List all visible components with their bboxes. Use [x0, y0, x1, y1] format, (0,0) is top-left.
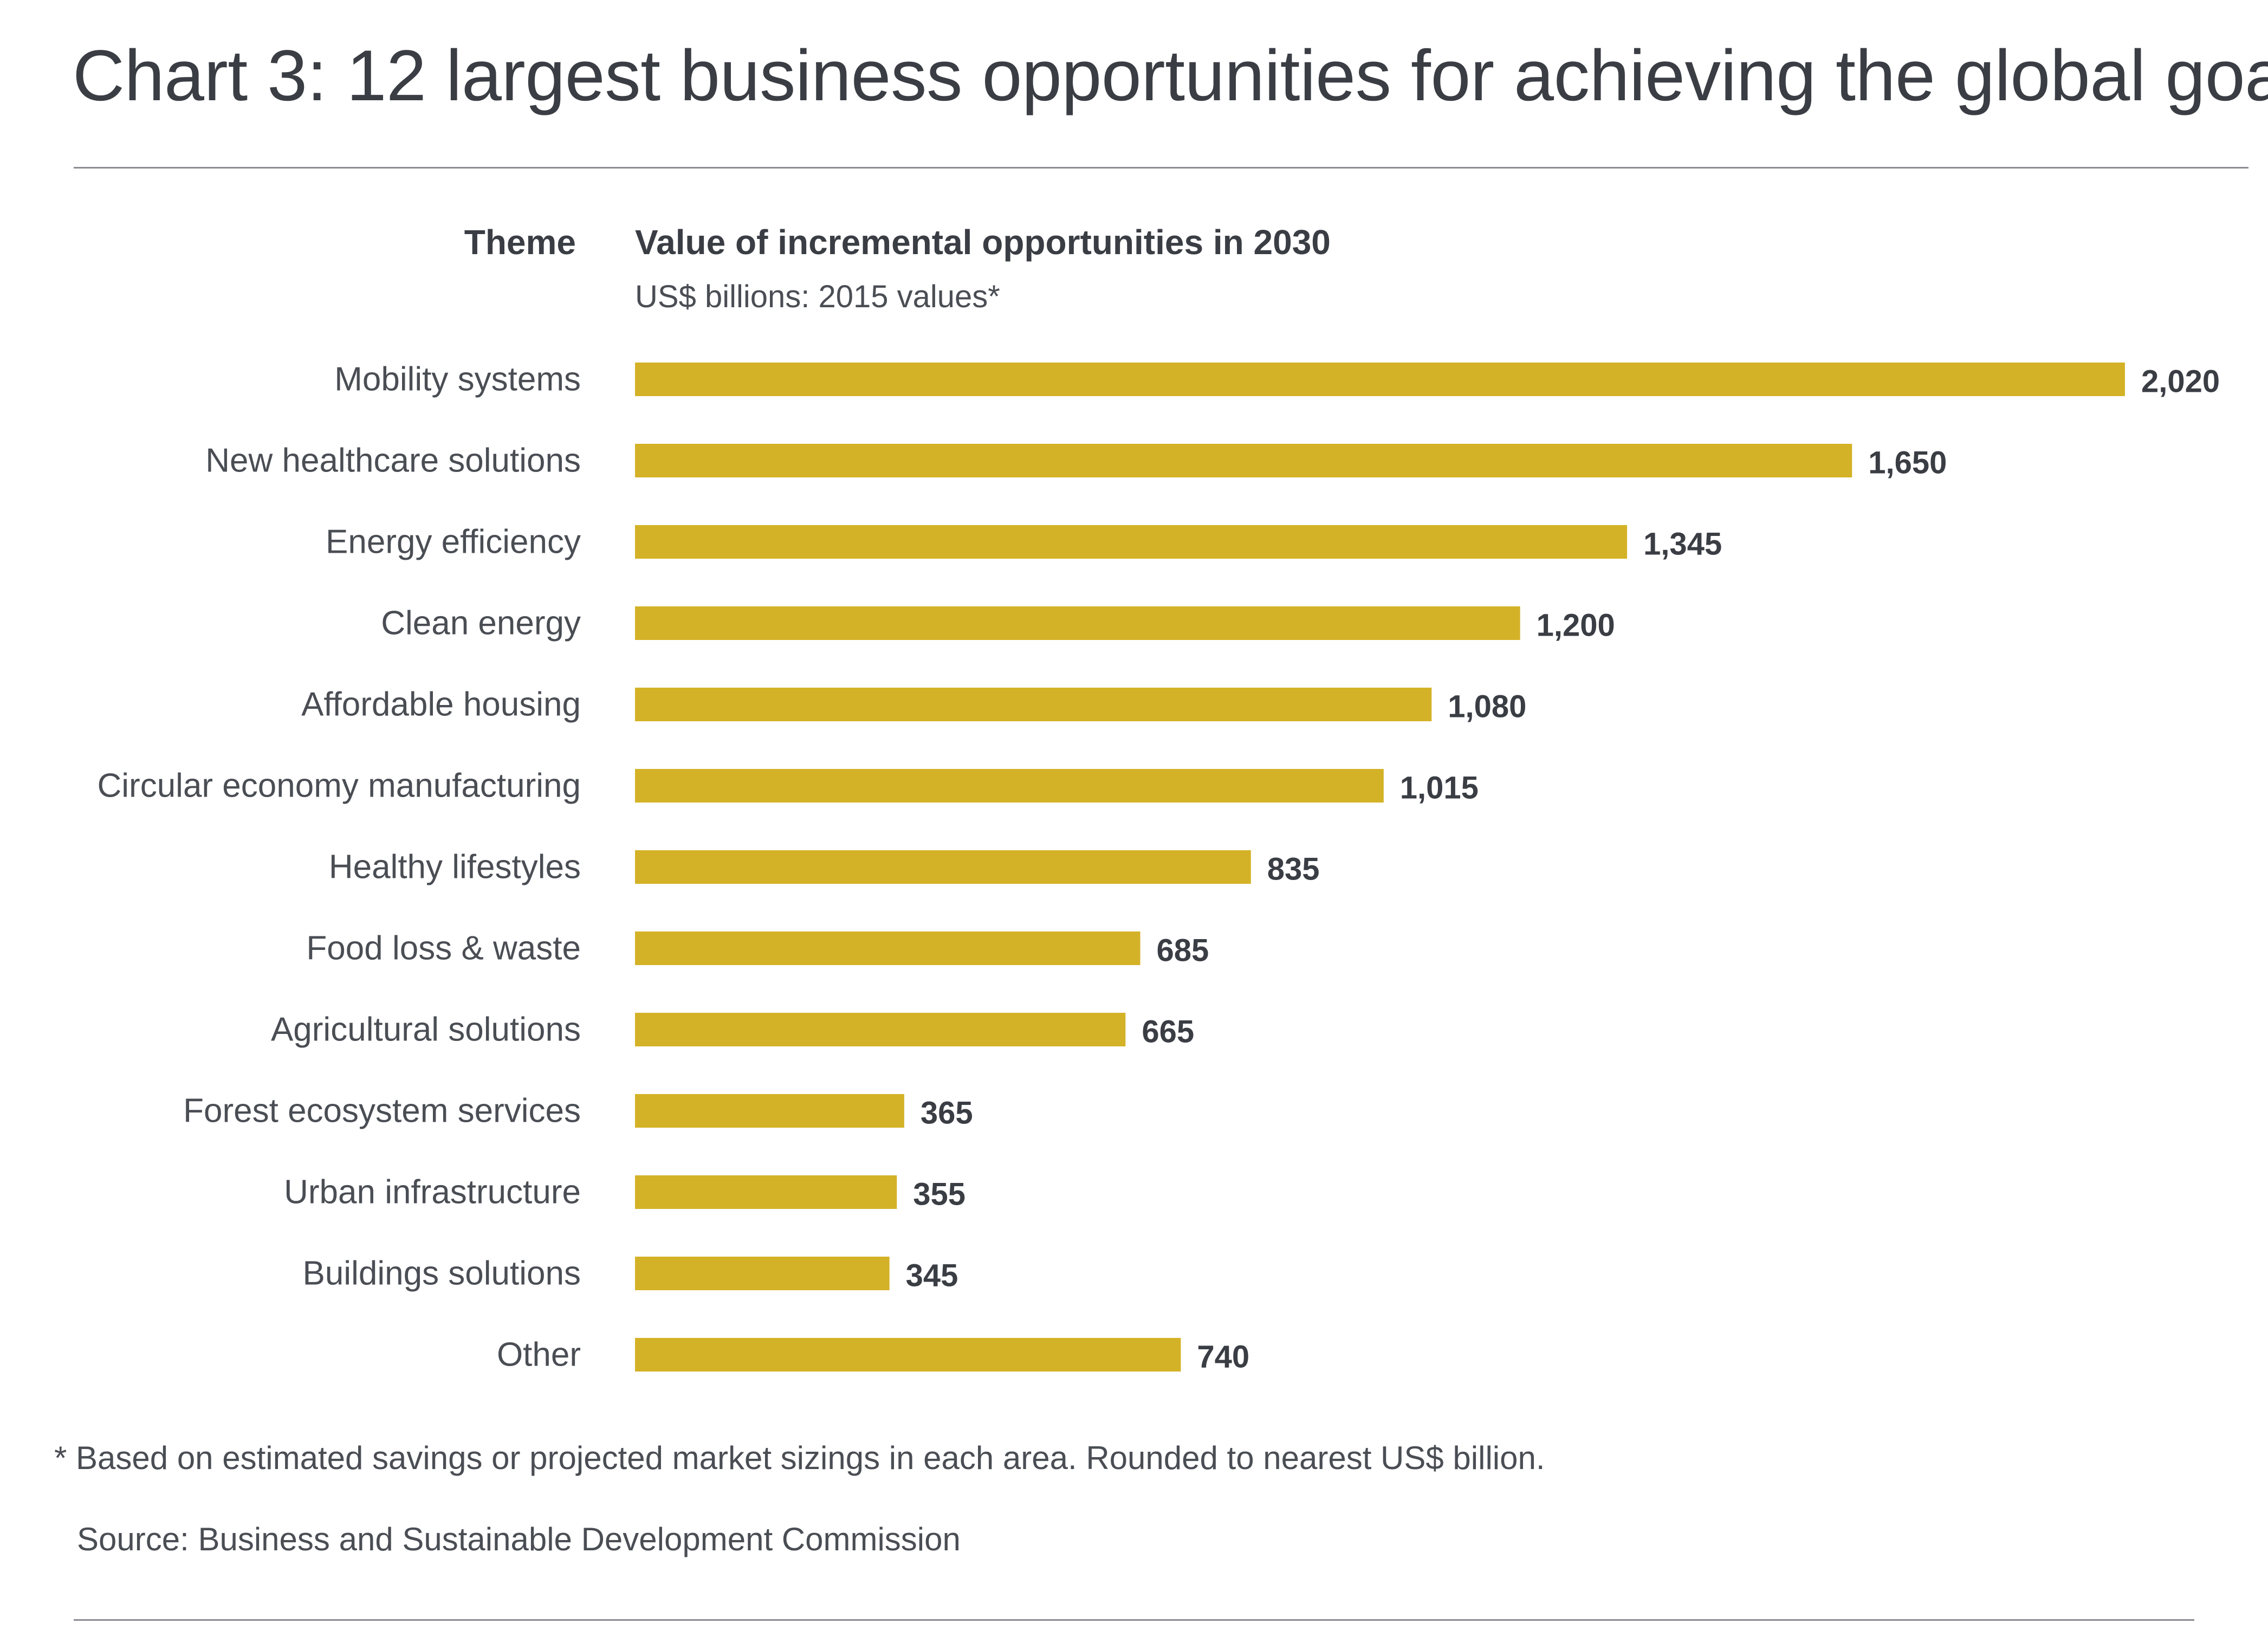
bar-row-energy-efficiency: Energy efficiency 1,345 — [326, 523, 1722, 562]
bar-chart: Mobility systems 2,020 New healthcare solu… — [98, 361, 2220, 1375]
bar-agricultural-solutions — [635, 1013, 1126, 1046]
bar-buildings-solutions — [635, 1257, 890, 1290]
chart-title: Chart 3: 12 largest business opportuniti… — [73, 36, 2268, 116]
top-divider — [74, 167, 2248, 169]
category-label-healthy-lifestyles: Healthy lifestyles — [329, 849, 581, 886]
bar-circular-economy-manufacturing — [635, 769, 1384, 803]
value-label-other: 740 — [1197, 1340, 1249, 1375]
category-label-forest-ecosystem-services: Forest ecosystem services — [183, 1092, 581, 1130]
bar-food-loss-and-waste — [635, 932, 1141, 965]
bar-row-clean-energy: Clean energy 1,200 — [381, 605, 1615, 643]
bar-forest-ecosystem-services — [635, 1094, 904, 1128]
category-label-agricultural-solutions: Agricultural solutions — [271, 1011, 581, 1049]
category-label-other: Other — [497, 1336, 581, 1374]
value-label-new-healthcare-solutions: 1,650 — [1868, 445, 1947, 481]
value-label-energy-efficiency: 1,345 — [1643, 527, 1722, 562]
category-label-urban-infrastructure: Urban infrastructure — [284, 1174, 581, 1211]
bar-row-affordable-housing: Affordable housing 1,080 — [301, 686, 1526, 725]
value-label-circular-economy-manufacturing: 1,015 — [1400, 771, 1479, 806]
bar-row-buildings-solutions: Buildings solutions 345 — [302, 1255, 958, 1293]
value-label-mobility-systems: 2,020 — [2141, 364, 2220, 399]
bar-urban-infrastructure — [635, 1175, 897, 1209]
category-label-circular-economy-manufacturing: Circular economy manufacturing — [98, 767, 581, 805]
value-label-urban-infrastructure: 355 — [913, 1177, 965, 1212]
value-column-header: Value of incremental opportunities in 20… — [635, 223, 1331, 262]
category-label-mobility-systems: Mobility systems — [334, 361, 581, 398]
bar-other — [635, 1338, 1181, 1372]
category-label-affordable-housing: Affordable housing — [301, 686, 581, 723]
category-label-energy-efficiency: Energy efficiency — [326, 523, 581, 561]
value-label-affordable-housing: 1,080 — [1448, 689, 1526, 725]
source-note: Source: Business and Sustainable Develop… — [77, 1521, 961, 1557]
bar-energy-efficiency — [635, 525, 1628, 559]
bar-healthy-lifestyles — [635, 850, 1251, 884]
bar-new-healthcare-solutions — [635, 444, 1852, 477]
units-subheader: US$ billions: 2015 values* — [635, 279, 1000, 314]
bar-row-urban-infrastructure: Urban infrastructure 355 — [284, 1174, 965, 1212]
footnote: * Based on estimated savings or projecte… — [54, 1440, 1545, 1476]
value-label-forest-ecosystem-services: 365 — [921, 1096, 973, 1131]
bar-row-food-loss-and-waste: Food loss & waste 685 — [306, 930, 1209, 968]
category-label-clean-energy: Clean energy — [381, 605, 581, 642]
bar-row-circular-economy-manufacturing: Circular economy manufacturing 1,015 — [98, 767, 1479, 806]
value-label-healthy-lifestyles: 835 — [1267, 852, 1320, 887]
value-label-food-loss-and-waste: 685 — [1157, 933, 1209, 968]
bar-row-new-healthcare-solutions: New healthcare solutions 1,650 — [205, 442, 1947, 481]
value-label-agricultural-solutions: 665 — [1142, 1014, 1194, 1050]
theme-column-header: Theme — [464, 223, 576, 262]
bottom-divider — [74, 1619, 2194, 1621]
category-label-food-loss-and-waste: Food loss & waste — [306, 930, 581, 967]
value-label-clean-energy: 1,200 — [1537, 608, 1615, 643]
bar-row-forest-ecosystem-services: Forest ecosystem services 365 — [183, 1092, 973, 1131]
bar-mobility-systems — [635, 363, 2125, 396]
category-label-new-healthcare-solutions: New healthcare solutions — [205, 442, 581, 480]
bar-clean-energy — [635, 606, 1520, 640]
bar-row-healthy-lifestyles: Healthy lifestyles 835 — [329, 849, 1320, 887]
value-label-buildings-solutions: 345 — [906, 1258, 958, 1293]
bar-row-mobility-systems: Mobility systems 2,020 — [334, 361, 2220, 399]
bar-row-other: Other 740 — [497, 1336, 1249, 1375]
bar-row-agricultural-solutions: Agricultural solutions 665 — [271, 1011, 1194, 1050]
bar-affordable-housing — [635, 688, 1432, 721]
category-label-buildings-solutions: Buildings solutions — [302, 1255, 581, 1292]
